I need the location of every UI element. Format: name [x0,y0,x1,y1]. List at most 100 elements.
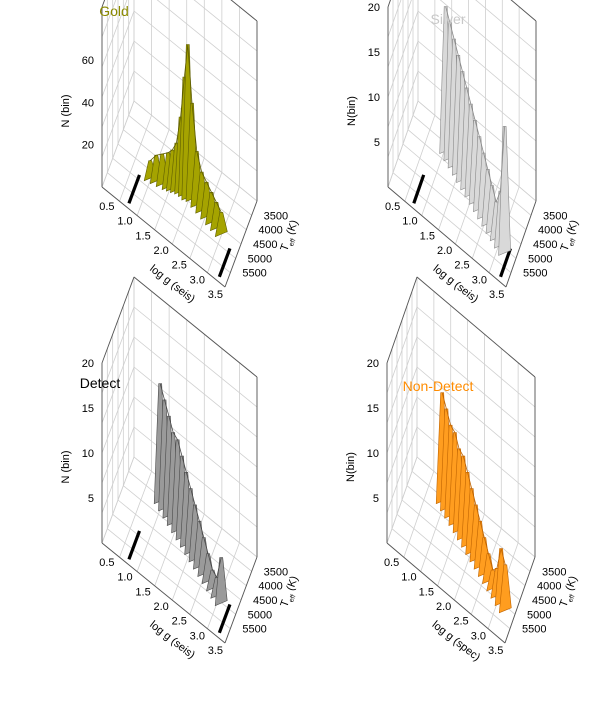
box-edges [101,0,258,288]
wall-gridline [101,100,258,202]
box-edge [133,276,258,378]
y-tick-label: 5500 [242,268,266,280]
wall-gridline [101,40,258,142]
y-axis-label-unit: (K) [283,574,300,595]
wall-gridline [101,456,258,558]
surface-ridge [441,392,506,571]
z-axis-label: N(bin) [345,452,357,482]
logg-marker-line [217,247,232,278]
x-tick-label: 1.0 [117,572,132,584]
wall-gridline [101,336,258,438]
surface-ridge [445,6,505,204]
x-tick-label: 1.5 [135,586,150,598]
floor-gridline [112,158,236,259]
x-tick-label: 3.5 [208,289,223,301]
wall-gridline [387,0,537,52]
y-axis-label: Teff (K) [278,574,303,609]
y-tick-label: 4000 [537,581,561,593]
x-tick-label: 2.0 [436,601,451,613]
box-edges [387,0,537,288]
box-edges [386,276,536,644]
y-tick-label: 3500 [264,566,288,578]
wall-gridline [386,396,536,498]
z-tick-label: 20 [367,358,379,370]
surface [435,392,512,614]
panel-title: Silver [430,11,465,27]
y-tick-label: 3500 [264,210,288,222]
surface [439,6,511,256]
y-axis-label-main: T [278,598,292,609]
wall-gridline [101,0,258,52]
box-edge [510,0,537,22]
logg-marker-line [499,247,512,278]
floor-gridline [107,172,231,273]
panel-title: Non-Detect [403,378,474,394]
y-axis-label-sub: eff [288,238,297,248]
z-tick-label: 15 [368,47,380,59]
y-tick-label: 4500 [533,239,557,251]
y-tick-label: 5000 [528,253,552,265]
y-tick-label: 3500 [543,210,567,222]
z-tick-label: 20 [82,358,94,370]
y-axis-label: Teff (K) [558,574,583,609]
x-tick-label: 1.5 [419,586,434,598]
y-axis-label-main: T [278,242,292,253]
box-edge [505,200,537,288]
logg-marker-line [127,174,141,204]
wall-gridline [101,366,258,468]
x-tick-label: 3.5 [208,645,223,657]
wall-gridline [101,396,258,498]
y-tick-label: 4500 [532,595,556,607]
floor-gridline [112,514,236,615]
z-tick-label: 20 [368,2,380,14]
x-tick-label: 3.0 [471,630,486,642]
y-tick-label: 4500 [253,595,277,607]
y-axis-label-sub: eff [568,238,577,248]
y-axis-label: Teff (K) [278,218,303,253]
y-axis-label-unit: (K) [563,218,580,239]
x-tick-label: 2.5 [454,260,469,272]
box-edge [101,276,135,364]
z-tick-label: 10 [82,448,94,460]
x-tick-label: 2.0 [154,601,169,613]
y-tick-label: 3500 [542,566,566,578]
y-tick-label: 5500 [523,268,547,280]
x-tick-label: 0.5 [384,557,399,569]
panel-1: 0.51.01.5 2.02.53.03.5 3500 4000 4500 5000 550… [60,0,303,305]
y-axis-label-unit: (K) [562,574,579,595]
x-tick-label: 1.0 [117,216,132,228]
z-tick-label: 60 [82,55,94,67]
wall-gridline [386,426,536,528]
wall-gridline [386,456,536,558]
z-tick-label: 20 [82,140,94,152]
wall-gridline [386,366,536,468]
z-tick-label: 15 [82,403,94,415]
y-tick-label: 5500 [242,624,266,636]
wall-gridline [387,70,537,172]
floor-gridline [107,528,231,629]
wall-gridline [101,10,258,112]
z-axis-label: N (bin) [60,450,72,483]
y-tick-label: 4000 [258,581,282,593]
box-edge [386,542,506,644]
y-axis-label-main: T [559,242,573,253]
wall-gridline [387,40,537,142]
box-edge [504,556,536,644]
wall-gridline [101,0,258,82]
x-tick-label: 2.5 [172,260,187,272]
x-tick-label: 1.0 [401,572,416,584]
x-tick-label: 0.5 [99,201,114,213]
z-axis-label: N (bin) [60,94,72,127]
y-tick-label: 5500 [522,624,546,636]
y-tick-label: 5000 [527,609,551,621]
x-tick-label: 0.5 [385,201,400,213]
wall-gridline [386,306,536,408]
logg-marker-line [412,174,426,204]
box-edge [224,556,258,644]
surface [143,44,228,238]
y-axis-label-sub: eff [288,594,297,604]
wall-gridline [101,426,258,528]
surface-ridge [149,44,222,213]
panel-2: 0.51.01.52.02.53.03.5 3500 4000 4500 5000 550… [346,0,581,305]
